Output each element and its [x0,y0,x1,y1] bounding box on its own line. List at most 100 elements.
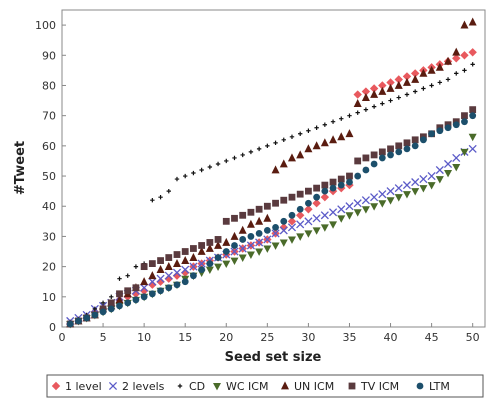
point-1-level [164,274,173,283]
point-1-level [410,69,420,78]
series-ltm [66,112,477,328]
legend-label-un-icm: UN ICM [294,380,334,393]
x-axis-title: Seed set size [225,350,322,365]
point-2-levels [427,171,436,181]
point-2-levels [255,238,264,247]
point-un-icm [246,219,255,228]
point-1-level [369,84,379,93]
point-tv-icm [321,181,329,189]
point-2-levels [435,165,444,175]
point-1-level [460,51,469,60]
point-ltm [305,199,312,207]
point-cd [429,83,434,88]
data-marks [66,17,477,329]
point-cd [355,110,360,115]
point-wc-icm [279,239,288,247]
point-wc-icm [394,194,403,202]
point-2-levels [312,214,321,223]
plot-frame [61,9,486,328]
point-un-icm [370,89,379,98]
point-cd [158,194,163,200]
point-cd [174,176,180,182]
point-tv-icm [255,205,263,213]
point-2-levels [271,229,280,238]
point-cd [207,164,213,170]
point-1-level [468,48,477,57]
point-tv-icm [206,239,214,246]
legend-label-cd: CD [189,380,205,393]
point-1-level [181,268,190,277]
point-cd [404,92,410,97]
point-2-levels [443,159,453,169]
point-wc-icm [411,188,420,196]
point-ltm [173,281,181,289]
point-wc-icm [345,212,354,220]
point-ltm [222,248,230,255]
legend-marker-wc-icm [213,383,221,391]
point-1-level [402,72,412,81]
legend-box [46,374,484,398]
x-tick-label: 35 [342,331,356,344]
legend-marker-2-levels [108,381,118,391]
point-2-levels [320,211,329,220]
point-cd [470,62,475,67]
point-wc-icm [214,263,223,272]
x-tick-label: 20 [219,331,233,344]
point-tv-icm [461,112,468,120]
point-ltm [239,236,247,243]
point-cd [347,113,352,118]
point-2-levels [230,247,239,256]
point-ltm [329,184,337,192]
point-2-levels [140,283,149,292]
point-un-icm [435,62,444,71]
point-ltm [83,314,91,322]
point-cd [273,140,278,146]
point-ltm [231,242,238,249]
point-2-levels [419,175,428,184]
point-un-icm [271,165,280,174]
point-cd [256,146,262,152]
point-tv-icm [469,106,477,114]
point-ltm [255,230,263,237]
legend-label-ltm: LTM [429,380,450,393]
point-un-icm [353,98,362,107]
point-cd [388,98,393,103]
point-wc-icm [287,236,296,244]
point-un-icm [197,246,206,255]
x-tick-label: 45 [425,331,439,344]
point-cd [117,276,122,281]
legend-label-2-levels: 2 levels [122,380,165,393]
point-un-icm [205,243,214,252]
point-wc-icm [320,224,329,232]
point-wc-icm [427,182,436,190]
point-ltm [99,308,107,316]
point-wc-icm [353,209,362,217]
point-tv-icm [181,248,189,255]
point-un-icm [361,92,370,101]
point-ltm [140,293,148,301]
point-2-levels [156,274,165,283]
point-tv-icm [354,157,362,165]
point-wc-icm [271,242,280,250]
point-tv-icm [165,254,173,261]
x-tick-label: 40 [384,331,398,344]
point-1-level [304,205,313,214]
point-cd [133,264,139,269]
y-tick-label: 40 [42,200,56,213]
point-2-levels [361,196,370,205]
point-2-levels [370,193,379,202]
point-tv-icm [411,136,419,144]
point-un-icm [304,144,313,153]
point-tv-icm [140,263,148,271]
y-tick-label: 100 [35,19,56,32]
point-ltm [66,320,74,328]
point-ltm [190,272,197,280]
point-1-level [156,277,165,286]
point-ltm [107,305,115,313]
point-tv-icm [107,299,115,307]
point-un-icm [419,68,428,77]
x-tick-label: 15 [178,331,192,344]
y-tick-label: 90 [42,49,56,62]
point-tv-icm [157,257,164,264]
point-wc-icm [468,133,477,142]
